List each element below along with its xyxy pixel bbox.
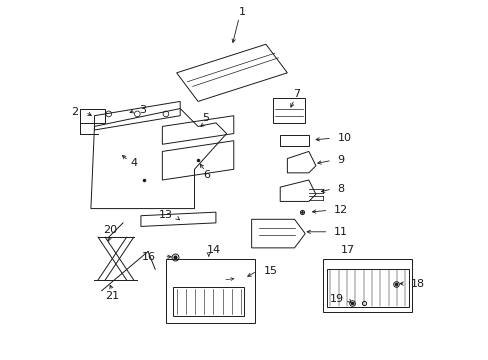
Text: 16: 16 <box>142 252 156 262</box>
Text: 11: 11 <box>333 227 347 237</box>
Text: 17: 17 <box>340 245 354 255</box>
Text: 18: 18 <box>410 279 424 289</box>
Text: 4: 4 <box>130 158 137 168</box>
Text: 5: 5 <box>201 113 208 123</box>
Text: 3: 3 <box>139 105 146 115</box>
Text: 10: 10 <box>337 133 351 143</box>
Text: 2: 2 <box>71 107 78 117</box>
Text: 20: 20 <box>103 225 117 235</box>
Text: 14: 14 <box>206 245 221 255</box>
Text: 13: 13 <box>159 210 173 220</box>
Text: 6: 6 <box>203 170 210 180</box>
Text: 7: 7 <box>292 89 299 99</box>
Text: 19: 19 <box>329 294 343 303</box>
Text: 12: 12 <box>333 205 347 215</box>
Text: 1: 1 <box>239 7 246 17</box>
Text: 21: 21 <box>105 291 119 301</box>
Text: 15: 15 <box>264 266 278 276</box>
Text: 8: 8 <box>337 184 344 194</box>
Text: 9: 9 <box>337 156 344 165</box>
